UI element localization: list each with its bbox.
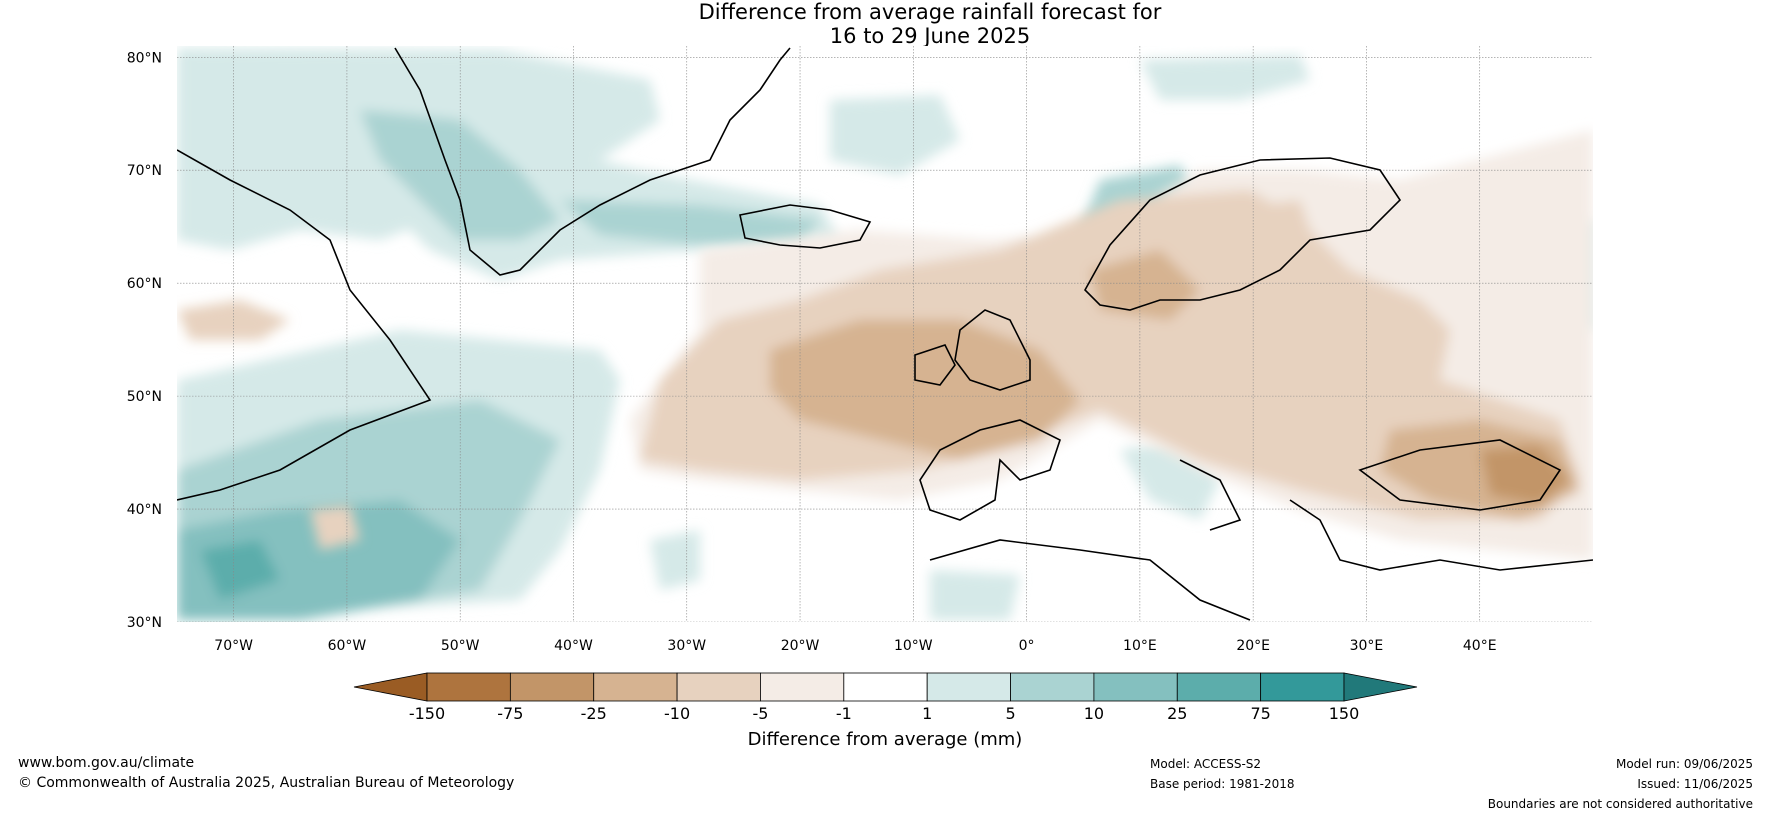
colorbar-tick-label: -25 bbox=[581, 704, 607, 723]
lon-label: 40°E bbox=[1463, 638, 1497, 654]
colorbar-swatch bbox=[926, 672, 1011, 702]
colorbar-tick-label: -10 bbox=[664, 704, 690, 723]
colorbar-swatch bbox=[1093, 672, 1178, 702]
iberia-coast bbox=[919, 419, 1061, 521]
scandinavia-coast bbox=[1084, 157, 1402, 311]
colorbar-swatch bbox=[509, 672, 595, 702]
black-sea-coast bbox=[1358, 439, 1562, 511]
colorbar-swatch bbox=[593, 672, 678, 702]
coastlines bbox=[177, 47, 1593, 621]
colorbar-swatch bbox=[426, 672, 511, 702]
lon-label: 30°E bbox=[1350, 638, 1384, 654]
lon-label: 40°W bbox=[554, 638, 593, 654]
copyright-text: © Commonwealth of Australia 2025, Austra… bbox=[18, 775, 515, 791]
colorbar-swatch bbox=[676, 672, 761, 702]
greenland-coast bbox=[394, 47, 791, 276]
map-panel bbox=[177, 46, 1593, 622]
north-africa-coast bbox=[929, 539, 1251, 621]
lon-label: 20°W bbox=[781, 638, 820, 654]
website-link[interactable]: www.bom.gov.au/climate bbox=[18, 755, 195, 771]
title-line-2: 16 to 29 June 2025 bbox=[829, 24, 1031, 48]
issued-date: Issued: 11/06/2025 bbox=[1637, 777, 1753, 791]
colorbar-swatch bbox=[1010, 672, 1095, 702]
colorbar-tick-label: -5 bbox=[752, 704, 768, 723]
ireland-coast bbox=[914, 344, 956, 386]
model-run-date: Model run: 09/06/2025 bbox=[1615, 757, 1753, 771]
colorbar-tick-label: 150 bbox=[1329, 704, 1360, 723]
colorbar-extend-high bbox=[1343, 672, 1418, 702]
lon-label: 30°W bbox=[667, 638, 706, 654]
colorbar-tick-label: -150 bbox=[409, 704, 445, 723]
lat-label: 30°N bbox=[127, 615, 162, 631]
lon-label: 60°W bbox=[328, 638, 367, 654]
colorbar-title: Difference from average (mm) bbox=[748, 729, 1023, 750]
colorbar-extend-low bbox=[353, 672, 428, 702]
turkey-coast bbox=[1289, 499, 1593, 571]
lon-label: 10°W bbox=[894, 638, 933, 654]
wet-anomaly-region-west bbox=[177, 48, 1593, 620]
colorbar-tick-label: 75 bbox=[1250, 704, 1270, 723]
north-america-coast bbox=[177, 149, 432, 501]
lon-label: 10°E bbox=[1123, 638, 1157, 654]
colorbar-swatch bbox=[1176, 672, 1262, 702]
colorbar-tick-label: 5 bbox=[1005, 704, 1015, 723]
model-name: Model: ACCESS-S2 bbox=[1150, 757, 1262, 771]
colorbar-swatch bbox=[760, 672, 845, 702]
longitude-labels: 70°W 60°W 50°W 40°W 30°W 20°W 10°W 0° 10°E 20°E 30… bbox=[214, 638, 1496, 654]
lat-label: 60°N bbox=[127, 276, 162, 292]
lon-label: 0° bbox=[1019, 638, 1035, 654]
colorbar-tick-label: -1 bbox=[836, 704, 852, 723]
lat-label: 50°N bbox=[127, 389, 162, 405]
boundaries-disclaimer: Boundaries are not considered authoritat… bbox=[1487, 797, 1753, 811]
italy-coast bbox=[1179, 459, 1242, 531]
dry-anomaly-region-east bbox=[177, 130, 1593, 560]
latitude-labels: 80°N 70°N 60°N 50°N 40°N 30°N bbox=[127, 50, 162, 631]
lat-label: 70°N bbox=[127, 163, 162, 179]
colorbar-tick-label: 10 bbox=[1084, 704, 1104, 723]
lon-label: 50°W bbox=[441, 638, 480, 654]
britain-coast bbox=[954, 309, 1031, 391]
graticule bbox=[177, 46, 1593, 622]
lat-label: 80°N bbox=[127, 50, 162, 66]
colorbar-tick-label: -75 bbox=[497, 704, 523, 723]
colorbar: -150 -75 -25 -10 -5 -1 1 5 10 25 75 150 bbox=[353, 672, 1418, 723]
lat-label: 40°N bbox=[127, 502, 162, 518]
colorbar-swatch bbox=[843, 672, 928, 702]
lon-label: 70°W bbox=[214, 638, 253, 654]
base-period: Base period: 1981-2018 bbox=[1150, 777, 1295, 791]
map-title: Difference from average rainfall forecas… bbox=[0, 0, 1770, 48]
title-line-1: Difference from average rainfall forecas… bbox=[698, 0, 1162, 24]
lon-label: 20°E bbox=[1236, 638, 1270, 654]
iceland-coast bbox=[739, 204, 872, 249]
colorbar-swatch bbox=[1260, 672, 1345, 702]
colorbar-tick-label: 25 bbox=[1167, 704, 1187, 723]
colorbar-tick-label: 1 bbox=[922, 704, 932, 723]
